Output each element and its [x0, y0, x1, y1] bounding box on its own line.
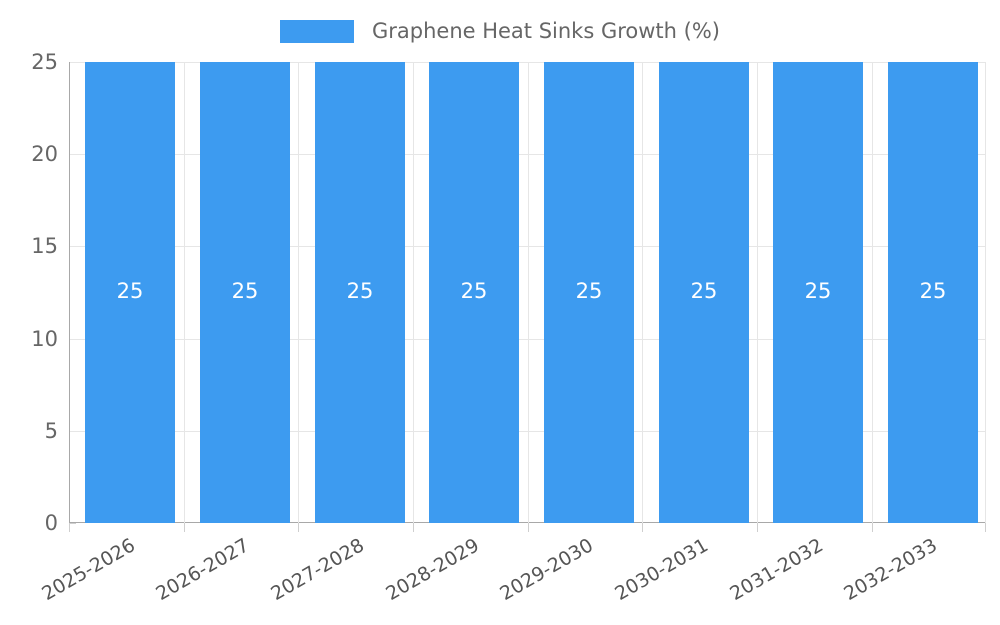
- y-tick-label-20: 20: [31, 142, 58, 166]
- y-tick-label-15: 15: [31, 234, 58, 258]
- x-tick-label-2030-2031: 2030-2031: [611, 534, 712, 606]
- bars-layer: 25 25 25 25 25 25: [69, 62, 986, 523]
- x-tick-mark-1: [184, 523, 185, 532]
- bar-group-2030-2031[interactable]: 25: [659, 62, 749, 523]
- y-axis-line: [69, 62, 70, 523]
- bar-2031-2032[interactable]: [773, 62, 863, 523]
- gridline-25: [69, 62, 986, 63]
- x-tick-mark-8: [985, 523, 986, 532]
- x-tick-label-2032-2033: 2032-2033: [840, 534, 941, 606]
- gridline-v-3: [413, 62, 414, 523]
- x-tick-mark-3: [413, 523, 414, 532]
- bar-group-2027-2028[interactable]: 25: [315, 62, 405, 523]
- x-tick-label-2028-2029: 2028-2029: [382, 534, 483, 606]
- bar-2025-2026[interactable]: [85, 62, 175, 523]
- x-tick-mark-7: [872, 523, 873, 532]
- bar-2030-2031[interactable]: [659, 62, 749, 523]
- bar-group-2028-2029[interactable]: 25: [429, 62, 519, 523]
- gridline-v-4: [528, 62, 529, 523]
- x-tick-mark-2: [298, 523, 299, 532]
- gridline-5: [69, 431, 986, 432]
- x-tick-mark-4: [528, 523, 529, 532]
- plot-area: 25 25 25 25 25 25: [69, 62, 986, 523]
- x-tick-label-2029-2030: 2029-2030: [496, 534, 597, 606]
- gridline-v-1: [184, 62, 185, 523]
- y-tick-label-10: 10: [31, 327, 58, 351]
- x-tick-label-2027-2028: 2027-2028: [267, 534, 368, 606]
- legend-swatch-icon: [279, 19, 354, 43]
- gridline-15: [69, 246, 986, 247]
- y-axis: 25 20 15 10 5 0: [0, 0, 58, 600]
- bar-group-2032-2033[interactable]: 25: [888, 62, 978, 523]
- gridline-v-8: [985, 62, 986, 523]
- bar-group-2025-2026[interactable]: 25: [85, 62, 175, 523]
- bar-chart: Graphene Heat Sinks Growth (%) 25 20 15 …: [0, 0, 1000, 605]
- bar-group-2029-2030[interactable]: 25: [544, 62, 634, 523]
- x-tick-label-2026-2027: 2026-2027: [152, 534, 253, 606]
- gridline-v-7: [872, 62, 873, 523]
- x-tick-mark-5: [642, 523, 643, 532]
- bar-2027-2028[interactable]: [315, 62, 405, 523]
- x-tick-mark-6: [757, 523, 758, 532]
- bar-2029-2030[interactable]: [544, 62, 634, 523]
- legend-label: Graphene Heat Sinks Growth (%): [371, 18, 720, 43]
- bar-2026-2027[interactable]: [200, 62, 290, 523]
- x-tick-label-2031-2032: 2031-2032: [726, 534, 827, 606]
- bar-group-2026-2027[interactable]: 25: [200, 62, 290, 523]
- gridline-v-5: [642, 62, 643, 523]
- y-tick-mark-0: [69, 523, 76, 524]
- chart-legend: Graphene Heat Sinks Growth (%): [0, 14, 1000, 48]
- y-tick-label-0: 0: [44, 511, 58, 535]
- bar-group-2031-2032[interactable]: 25: [773, 62, 863, 523]
- gridline-10: [69, 339, 986, 340]
- gridline-20: [69, 154, 986, 155]
- gridline-v-6: [757, 62, 758, 523]
- bar-2032-2033[interactable]: [888, 62, 978, 523]
- legend-item-graphene-heat-sinks-growth[interactable]: Graphene Heat Sinks Growth (%): [279, 18, 720, 43]
- bar-2028-2029[interactable]: [429, 62, 519, 523]
- y-tick-label-25: 25: [31, 50, 58, 74]
- gridline-0-baseline: [69, 522, 986, 523]
- gridline-v-2: [298, 62, 299, 523]
- y-tick-label-5: 5: [44, 419, 58, 443]
- x-tick-mark-0: [69, 523, 70, 532]
